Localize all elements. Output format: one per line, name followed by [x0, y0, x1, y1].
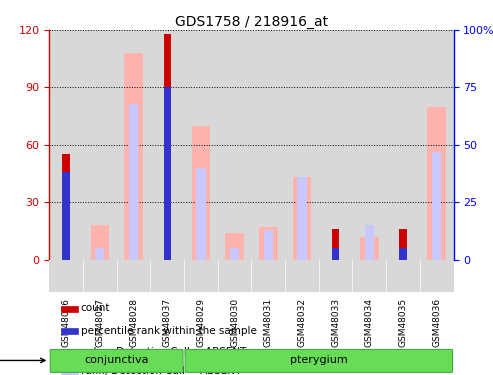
Bar	[386, 30, 420, 260]
Bar	[251, 30, 285, 260]
Bar	[62, 306, 77, 312]
Bar	[420, 30, 454, 260]
Bar	[196, 168, 206, 260]
Bar	[83, 260, 117, 292]
Bar	[184, 260, 218, 292]
Bar	[399, 248, 407, 260]
Bar	[129, 104, 138, 260]
Text: conjunctiva: conjunctiva	[84, 356, 149, 366]
Bar	[63, 154, 70, 260]
Bar	[49, 260, 83, 292]
Bar	[352, 30, 386, 260]
Bar	[319, 30, 352, 260]
Text: percentile rank within the sample: percentile rank within the sample	[81, 326, 257, 336]
Bar	[150, 30, 184, 260]
Bar	[432, 152, 441, 260]
Text: tissue: tissue	[0, 356, 45, 366]
Bar	[63, 172, 70, 260]
Bar	[225, 233, 244, 260]
Bar	[297, 177, 307, 260]
Bar	[62, 328, 77, 334]
FancyBboxPatch shape	[50, 350, 183, 372]
Bar	[124, 53, 143, 260]
Bar	[427, 106, 446, 260]
Bar	[251, 260, 285, 292]
Bar	[319, 260, 352, 292]
Bar	[264, 230, 273, 260]
Bar	[49, 30, 83, 260]
Bar	[62, 350, 77, 355]
Bar	[332, 248, 339, 260]
Bar	[62, 369, 77, 375]
Bar	[117, 260, 150, 292]
Bar	[352, 260, 386, 292]
Bar	[117, 30, 150, 260]
Text: pterygium: pterygium	[290, 356, 348, 366]
Bar	[285, 30, 319, 260]
Bar	[184, 30, 218, 260]
Bar	[386, 260, 420, 292]
Bar	[83, 30, 117, 260]
Bar	[420, 260, 454, 292]
Bar	[192, 126, 210, 260]
Text: rank, Detection Call = ABSENT: rank, Detection Call = ABSENT	[81, 366, 241, 375]
Bar	[293, 177, 311, 260]
Bar	[230, 248, 239, 260]
Bar	[218, 30, 251, 260]
Bar	[399, 229, 407, 260]
Bar	[91, 225, 109, 260]
Text: value, Detection Call = ABSENT: value, Detection Call = ABSENT	[81, 346, 246, 357]
Text: count: count	[81, 303, 110, 313]
Bar	[365, 225, 374, 260]
Bar	[332, 229, 339, 260]
Bar	[164, 87, 171, 260]
Bar	[95, 248, 105, 260]
Bar	[360, 237, 379, 260]
Title: GDS1758 / 218916_at: GDS1758 / 218916_at	[175, 15, 328, 29]
FancyBboxPatch shape	[185, 350, 453, 372]
Bar	[218, 260, 251, 292]
Bar	[285, 260, 319, 292]
Bar	[259, 227, 278, 260]
Bar	[150, 260, 184, 292]
Bar	[164, 34, 171, 260]
